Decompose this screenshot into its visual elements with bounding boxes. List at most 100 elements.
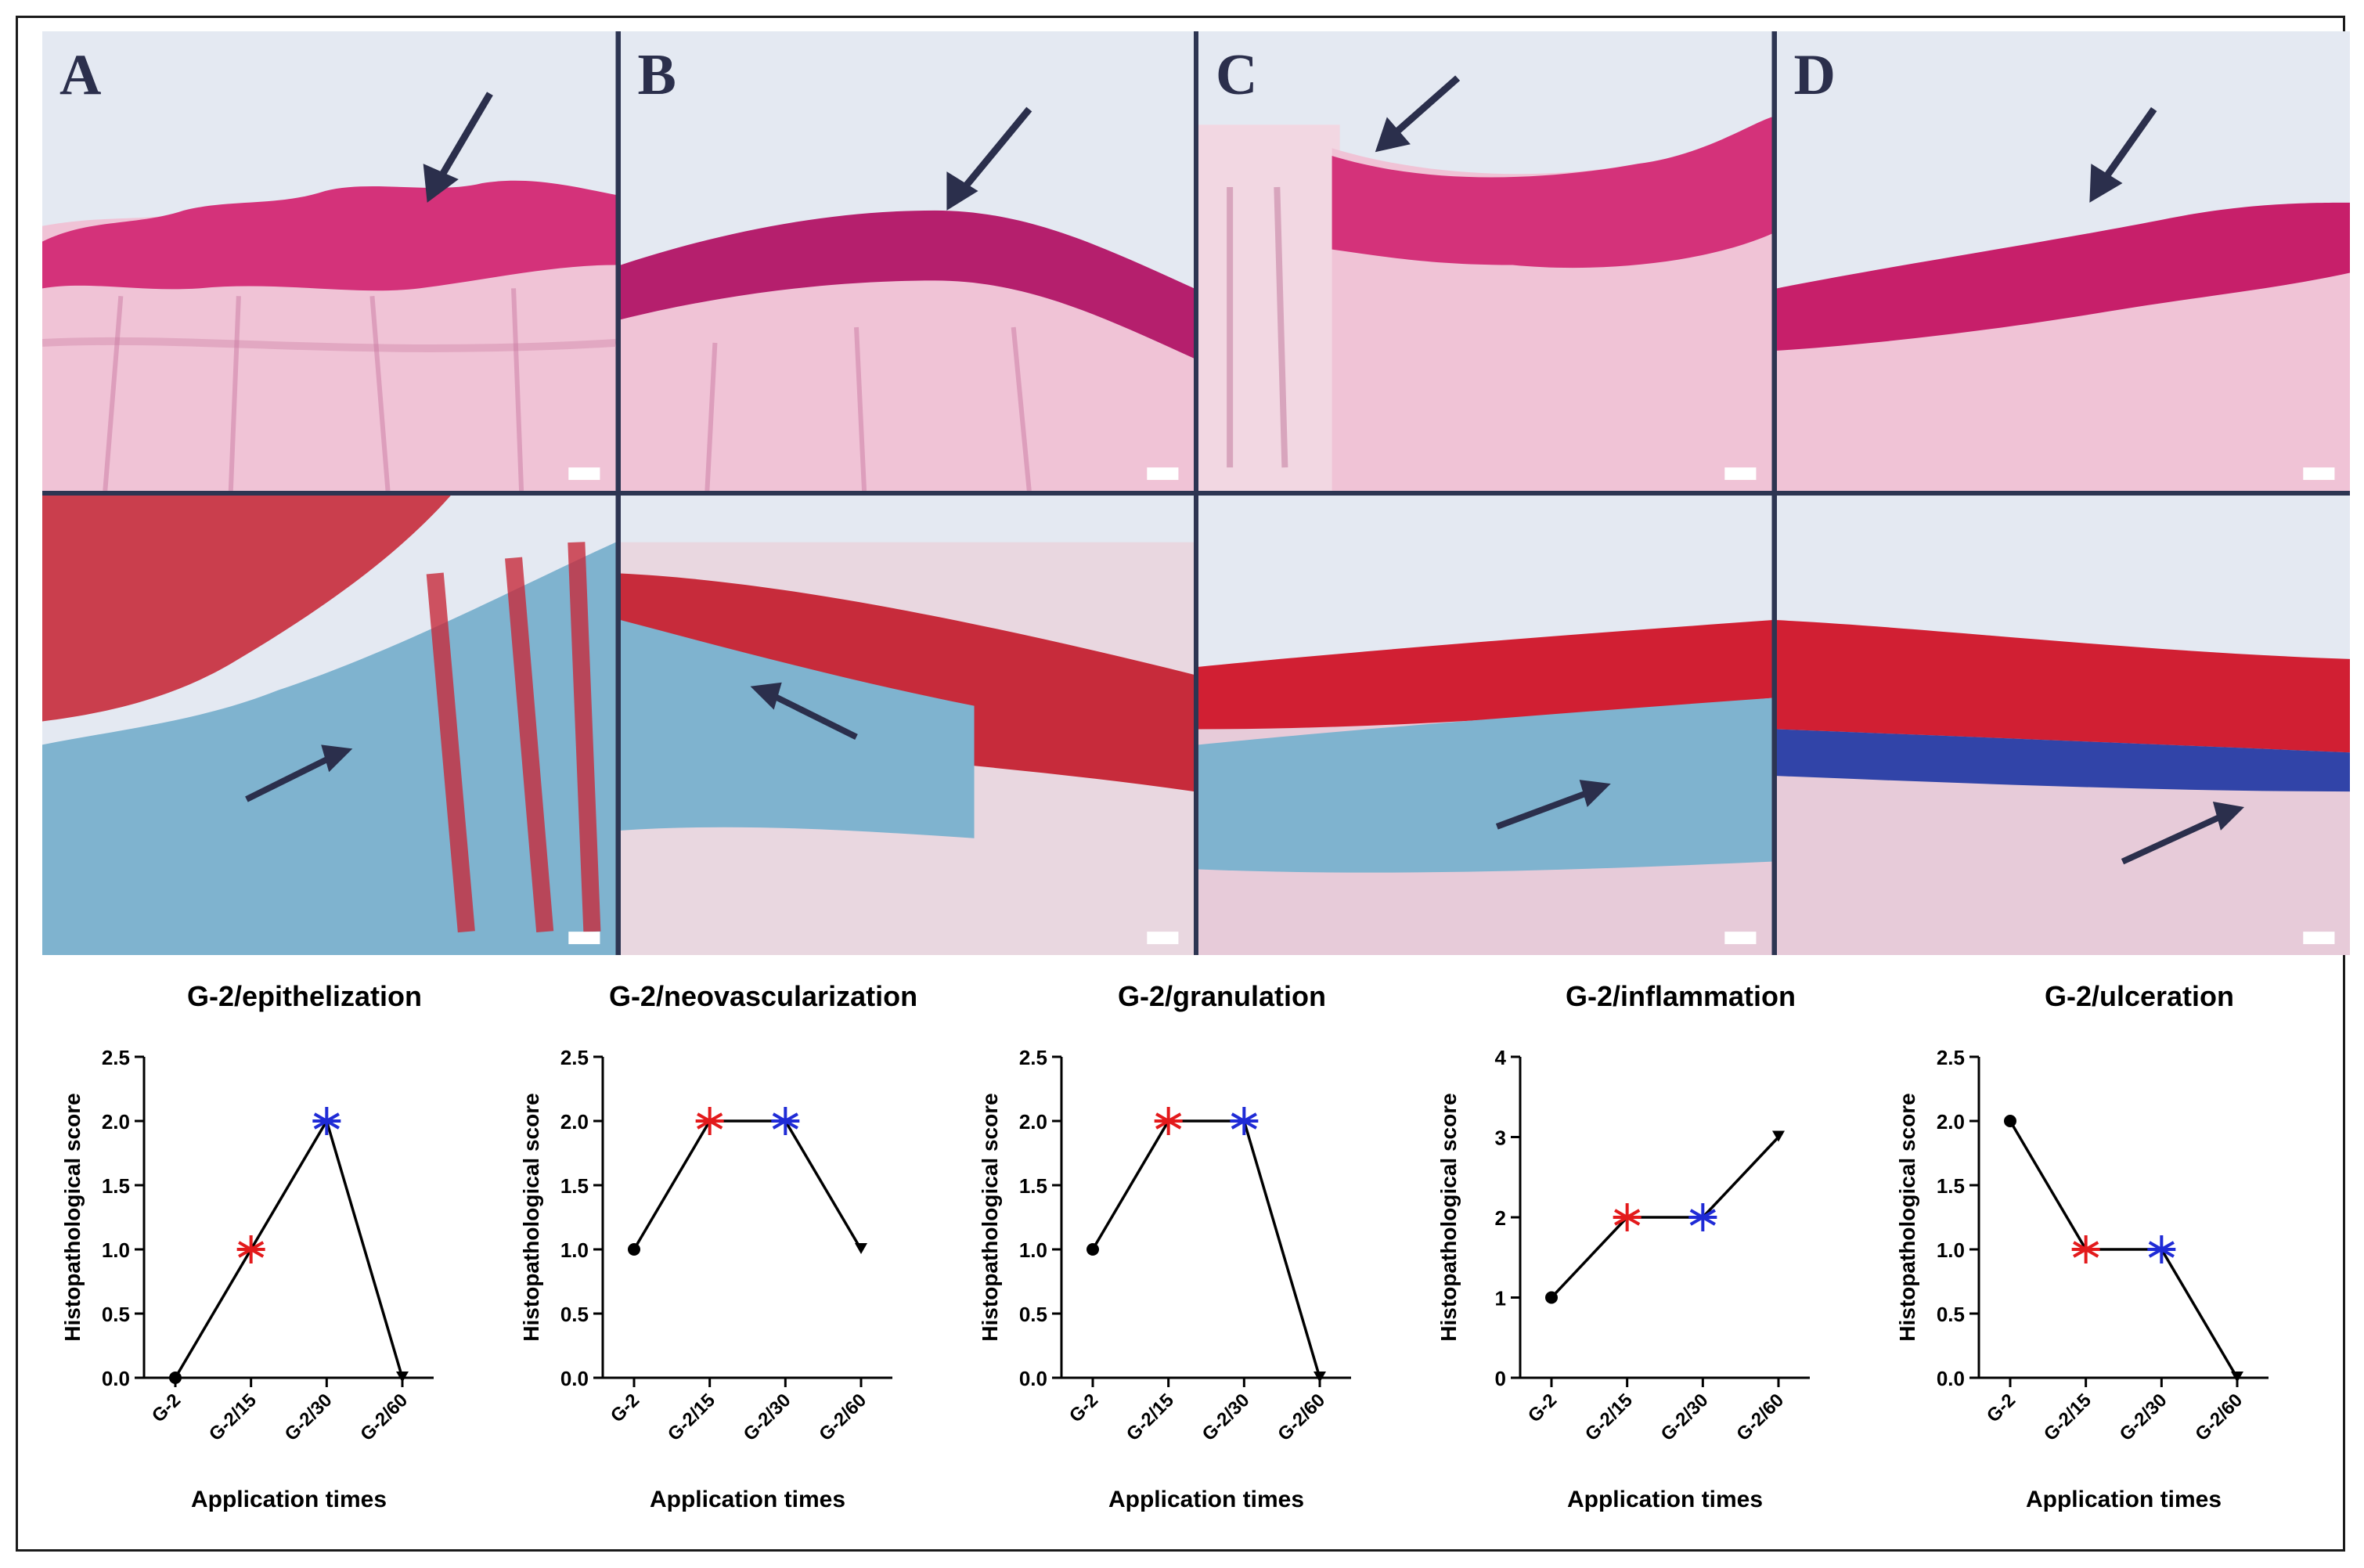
y-axis-label: Histopathological score [60,1093,85,1341]
y-tick-label: 1.5 [560,1174,589,1198]
chart-3: G-2/granulation 0.0 0.5 1.0 1.5 2.0 2.5 G-2 G-2/… [978,980,1351,1512]
he-tissue-image [1776,31,2350,491]
arrow-icon [1375,75,1461,153]
y-tick-label: 1.0 [1937,1238,1965,1262]
y-tick-label: 2.5 [1937,1046,1965,1069]
x-tick-label: G-2/30 [1198,1390,1254,1445]
chart-title: G-2/neovascularization [609,980,917,1012]
y-tick-label: 2.5 [102,1046,130,1069]
x-axis-label: Application times [1567,1487,1763,1512]
x-tick-label: G-2 [607,1390,643,1426]
micrograph-he-c: C [1198,31,1772,491]
x-tick-label: G-2/60 [356,1390,412,1445]
y-tick-label: 2.0 [102,1110,130,1134]
y-tick-label: 1.5 [102,1174,130,1198]
x-axis-label: Application times [2026,1487,2222,1512]
chart-2: G-2/neovascularization 0.0 0.5 1.0 1.5 2.0 2.5… [519,980,917,1512]
data-point-asterisk [771,1107,800,1135]
x-tick-label: G-2 [148,1390,185,1426]
data-point-asterisk [1613,1203,1641,1231]
x-tick-label: G-2/60 [1732,1390,1788,1445]
chart-title: G-2/ulceration [2045,980,2234,1012]
y-tick-label: 0.0 [1019,1367,1047,1390]
x-tick-label: G-2/15 [664,1390,719,1445]
masson-tissue-image [620,496,1194,955]
data-point-triangle [855,1243,867,1254]
masson-tissue-image [1776,496,2350,955]
y-tick-label: 2.0 [1937,1110,1965,1134]
chart-4: G-2/inflammation 0 1 2 3 4 G-2 G-2/15 G-2/30 G-2/… [1436,980,1810,1512]
y-tick-label: 0.5 [560,1303,589,1326]
y-tick-label: 0.5 [1019,1303,1047,1326]
panel-letter-b: B [637,43,676,107]
y-axis-label: Histopathological score [519,1093,543,1341]
y-tick-label: 2.0 [560,1110,589,1134]
x-axis-label: Application times [1108,1487,1304,1512]
y-tick-label: 0.5 [1937,1303,1965,1326]
panel-letter-a: A [59,43,102,107]
arrow-icon [946,106,1032,211]
micrograph-masson-c [1198,496,1772,955]
chart-5: G-2/ulceration 0.0 0.5 1.0 1.5 2.0 2.5 G-2 G-2/1… [1895,980,2269,1512]
data-point-asterisk [312,1107,341,1135]
data-point-asterisk [236,1235,265,1263]
data-point-asterisk [2071,1235,2100,1263]
panel-letter-c: C [1216,43,1258,107]
y-tick-label: 0.0 [1937,1367,1965,1390]
data-point-triangle [1772,1130,1785,1142]
data-point-triangle [1314,1372,1326,1382]
data-point-triangle [2231,1372,2243,1382]
series-line [2009,1120,2239,1379]
chart-title: G-2/epithelization [187,980,422,1012]
arrow-icon [750,682,858,740]
x-tick-label: G-2/30 [1657,1390,1713,1445]
y-tick-label: 1.5 [1019,1174,1047,1198]
x-tick-label: G-2 [1065,1390,1102,1426]
y-axis-label: Histopathological score [1436,1093,1461,1341]
y-tick-label: 1.0 [102,1238,130,1262]
y-tick-label: 0.0 [102,1367,130,1390]
panel-letter-d: D [1793,43,1836,107]
y-tick-label: 0.0 [560,1367,589,1390]
y-tick-label: 0.5 [102,1303,130,1326]
arrow-icon [2121,802,2244,865]
he-tissue-image [620,31,1194,491]
arrow-icon [2088,106,2157,203]
data-point-asterisk [1230,1107,1259,1135]
data-point-dot [1087,1243,1099,1256]
series-line [1091,1119,1321,1379]
x-tick-label: G-2/15 [1581,1390,1637,1445]
x-tick-label: G-2/30 [740,1390,795,1445]
he-tissue-image [42,31,616,491]
chart-title: G-2/granulation [1118,980,1326,1012]
y-tick-label: 3 [1495,1126,1506,1150]
x-tick-label: G-2/30 [2116,1390,2171,1445]
data-point-dot [628,1243,640,1256]
y-tick-label: 4 [1495,1046,1507,1069]
data-point-dot [2004,1115,2016,1127]
arrow-icon [1495,780,1611,830]
y-tick-label: 0 [1495,1367,1506,1390]
micrograph-grid: A B C [42,31,2350,955]
series-line [174,1117,404,1379]
x-axis-label: Application times [191,1487,387,1512]
arrow-icon [245,744,353,802]
x-tick-label: G-2 [1983,1390,2020,1426]
chart-1: G-2/epithelization 0.0 0.5 1.0 1.5 2.0 2.5 G-2 G… [60,980,434,1512]
micrograph-he-a: A [42,31,616,491]
y-tick-label: 1.5 [1937,1174,1965,1198]
micrograph-he-d: D [1776,31,2350,491]
micrograph-he-b: B [620,31,1194,491]
micrograph-masson-d [1776,496,2350,955]
data-point-asterisk [1688,1203,1717,1231]
data-point-triangle [396,1372,409,1382]
data-point-dot [169,1372,182,1384]
arrow-icon [423,92,493,203]
x-tick-label: G-2/60 [815,1390,870,1445]
micrograph-masson-a [42,496,616,955]
x-tick-label: G-2/30 [281,1390,337,1445]
masson-tissue-image [42,496,616,955]
chart-title: G-2/inflammation [1566,980,1796,1012]
x-tick-label: G-2 [1524,1390,1561,1426]
x-tick-label: G-2/60 [2191,1390,2247,1445]
